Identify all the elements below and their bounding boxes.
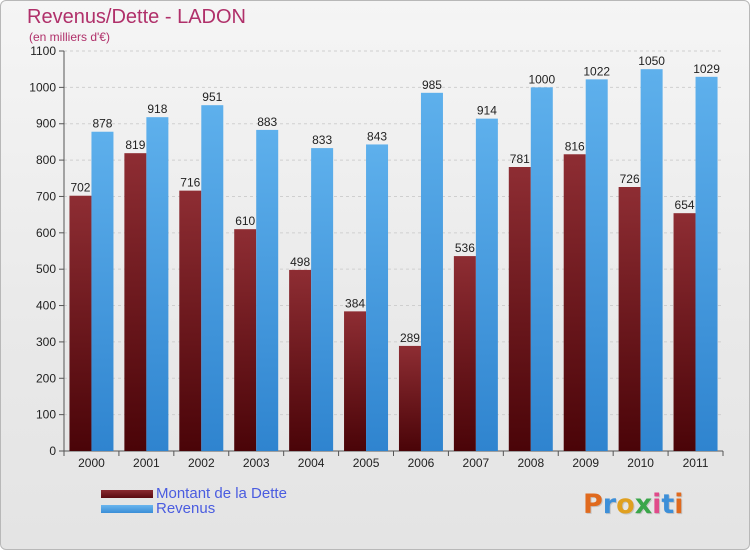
bar-revenus: [585, 79, 608, 451]
y-tick-label: 500: [36, 262, 56, 276]
bar-revenus: [640, 69, 663, 451]
y-tick-label: 900: [36, 117, 56, 131]
bar-revenus: [366, 144, 389, 452]
bar-label-dette: 654: [675, 198, 695, 212]
x-tick-label: 2002: [188, 456, 215, 470]
bar-revenus: [530, 87, 553, 451]
legend-swatch-revenus: [101, 505, 153, 513]
bar-label-revenus: 985: [422, 78, 442, 92]
bar-revenus: [146, 117, 169, 451]
y-tick-label: 1100: [30, 44, 56, 58]
bar-label-dette: 536: [455, 241, 475, 255]
bar-label-revenus: 843: [367, 129, 387, 143]
legend-label-revenus: Revenus: [156, 500, 216, 517]
x-tick-label: 2005: [353, 456, 380, 470]
y-tick-label: 300: [36, 335, 56, 349]
bar-label-revenus: 1022: [583, 64, 610, 78]
logo-letter: o: [616, 489, 635, 520]
chart-subtitle: (en milliers d'€): [29, 30, 110, 44]
legend-label-dette: Montant de la Dette: [156, 485, 287, 502]
bar-label-revenus: 914: [477, 104, 497, 118]
bar-label-dette: 702: [70, 181, 90, 195]
x-tick-label: 2006: [408, 456, 435, 470]
bar-label-dette: 816: [565, 139, 585, 153]
bar-dette: [234, 229, 257, 451]
y-tick-label: 1000: [29, 80, 56, 94]
logo-letter: r: [602, 489, 617, 520]
y-tick-label: 800: [36, 153, 56, 167]
bar-label-dette: 384: [345, 296, 365, 310]
logo-letter: P: [583, 489, 603, 520]
logo-letter: t: [661, 489, 675, 520]
y-tick-label: 700: [36, 189, 56, 203]
bar-revenus: [420, 92, 443, 452]
logo-letter: i: [674, 489, 684, 520]
bar-label-dette: 819: [125, 138, 145, 152]
x-tick-label: 2004: [298, 456, 325, 470]
proxiti-logo: Proxiti: [583, 489, 684, 520]
y-tick-label: 200: [36, 371, 56, 385]
bar-label-dette: 726: [620, 172, 640, 186]
y-tick-label: 100: [36, 408, 56, 422]
bar-dette: [69, 195, 92, 451]
bar-label-revenus: 878: [92, 117, 112, 131]
bar-revenus: [311, 148, 334, 451]
bar-dette: [344, 311, 367, 451]
bar-label-dette: 716: [180, 176, 200, 190]
x-tick-label: 2010: [627, 456, 654, 470]
x-tick-label: 2003: [243, 456, 270, 470]
bar-label-revenus: 1050: [638, 54, 665, 68]
bar-label-dette: 289: [400, 331, 420, 345]
bar-label-revenus: 883: [257, 115, 277, 129]
y-tick-label: 400: [36, 299, 56, 313]
bar-dette: [453, 256, 476, 451]
bar-revenus: [695, 76, 718, 452]
chart-title: Revenus/Dette - LADON: [27, 6, 246, 28]
bar-revenus: [475, 118, 498, 452]
bar-dette: [508, 167, 531, 451]
y-tick-label: 600: [36, 226, 56, 240]
bar-label-dette: 498: [290, 255, 310, 269]
bar-label-revenus: 951: [202, 90, 222, 104]
x-tick-label: 2001: [133, 456, 160, 470]
bar-dette: [398, 345, 421, 451]
bar-dette: [124, 153, 147, 451]
x-tick-label: 2007: [463, 456, 490, 470]
bar-label-revenus: 918: [147, 102, 167, 116]
y-tick-label: 0: [49, 444, 56, 458]
bar-revenus: [201, 105, 224, 451]
bar-revenus: [91, 131, 114, 451]
bar-revenus: [256, 129, 279, 451]
x-tick-label: 2008: [517, 456, 544, 470]
bar-label-revenus: 1029: [693, 62, 720, 76]
x-tick-label: 2011: [683, 456, 709, 470]
x-tick-label: 2009: [572, 456, 599, 470]
bar-label-revenus: 833: [312, 133, 332, 147]
logo-letter: i: [652, 489, 662, 520]
logo-letter: x: [634, 489, 653, 520]
bar-label-dette: 781: [510, 152, 530, 166]
bar-dette: [179, 190, 202, 452]
bar-dette: [289, 269, 312, 451]
bar-label-dette: 610: [235, 214, 255, 228]
bar-dette: [618, 187, 641, 451]
x-tick-label: 2000: [78, 456, 105, 470]
bar-dette: [563, 154, 586, 452]
legend-swatch-dette: [101, 490, 153, 498]
bar-dette: [673, 213, 696, 451]
bar-label-revenus: 1000: [528, 72, 555, 86]
